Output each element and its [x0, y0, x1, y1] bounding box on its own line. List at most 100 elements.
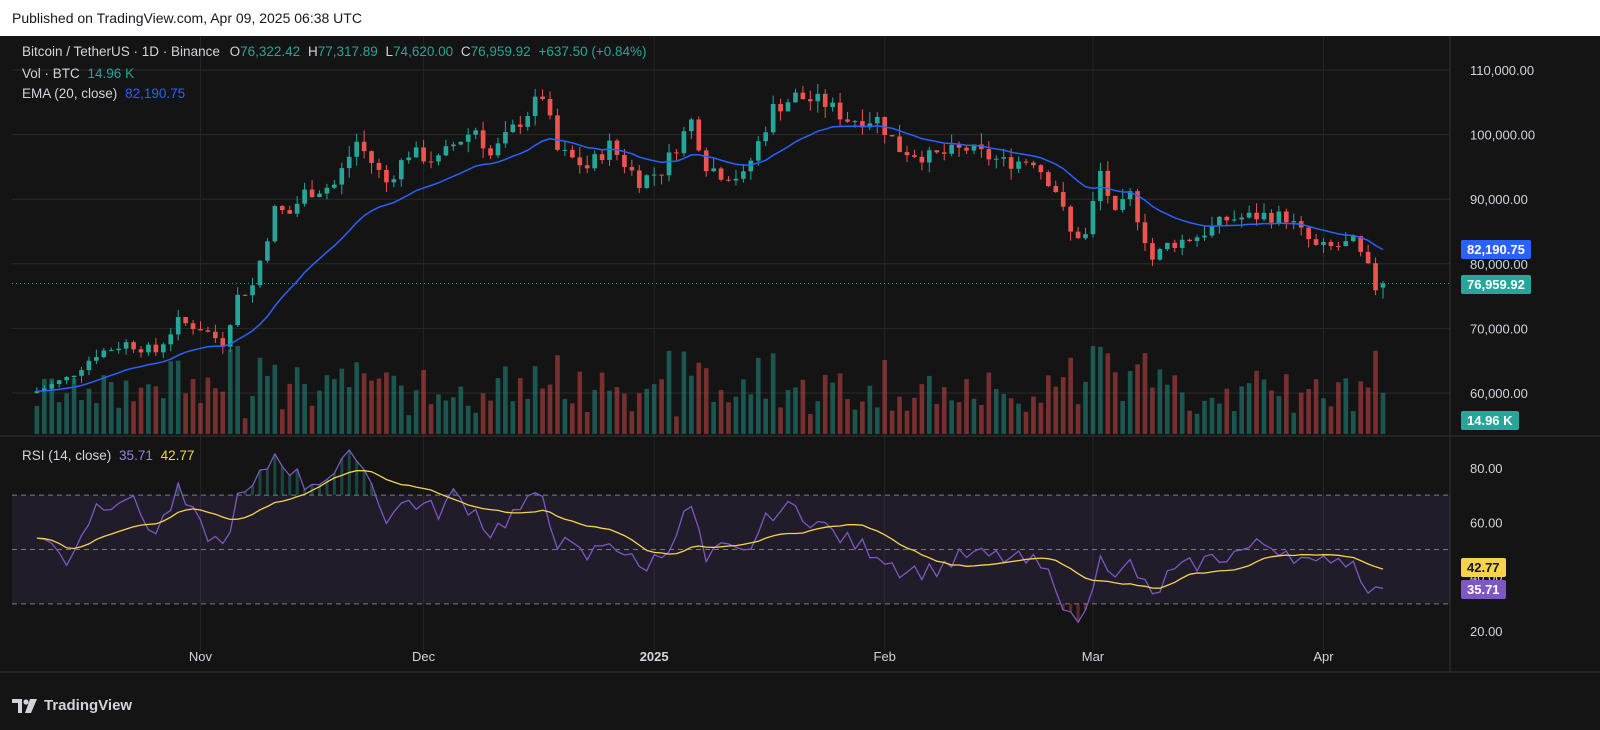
- candle-body[interactable]: [584, 165, 590, 169]
- candle-body[interactable]: [1105, 170, 1111, 196]
- candle-body[interactable]: [540, 96, 545, 100]
- candle-body[interactable]: [964, 147, 969, 151]
- candle-body[interactable]: [391, 179, 397, 183]
- candle-body[interactable]: [577, 157, 583, 166]
- candle-body[interactable]: [138, 349, 144, 353]
- candle-body[interactable]: [919, 156, 925, 163]
- candle-body[interactable]: [227, 325, 233, 347]
- candle-body[interactable]: [265, 241, 270, 261]
- candle-body[interactable]: [1194, 237, 1200, 242]
- candle-body[interactable]: [852, 121, 858, 123]
- candle-body[interactable]: [213, 331, 218, 339]
- candle-body[interactable]: [205, 330, 211, 332]
- candle-body[interactable]: [1031, 162, 1036, 166]
- candle-body[interactable]: [1246, 212, 1252, 218]
- candle-body[interactable]: [889, 134, 895, 137]
- candle-body[interactable]: [1150, 243, 1155, 260]
- candle-body[interactable]: [1336, 246, 1341, 248]
- candle-body[interactable]: [793, 92, 798, 103]
- candle-body[interactable]: [651, 174, 657, 176]
- candle-body[interactable]: [1016, 161, 1021, 169]
- candle-body[interactable]: [510, 124, 516, 133]
- candle-body[interactable]: [376, 162, 382, 170]
- candle-body[interactable]: [279, 206, 285, 211]
- candle-body[interactable]: [674, 152, 679, 154]
- candle-body[interactable]: [778, 104, 783, 112]
- tradingview-logo[interactable]: TradingView: [12, 697, 132, 714]
- candle-body[interactable]: [681, 131, 687, 154]
- candle-body[interactable]: [1001, 157, 1007, 159]
- candle-body[interactable]: [1202, 235, 1207, 238]
- candle-body[interactable]: [1343, 241, 1349, 247]
- candle-body[interactable]: [86, 360, 92, 371]
- candle-body[interactable]: [666, 152, 672, 176]
- candle-body[interactable]: [131, 342, 136, 350]
- candle-body[interactable]: [1172, 242, 1178, 248]
- candle-body[interactable]: [1365, 251, 1371, 264]
- candle-body[interactable]: [346, 156, 352, 169]
- candle-body[interactable]: [726, 179, 731, 181]
- candle-body[interactable]: [741, 171, 746, 179]
- candle-body[interactable]: [644, 175, 650, 188]
- candle-body[interactable]: [421, 147, 426, 162]
- candle-body[interactable]: [1380, 283, 1386, 288]
- candle-body[interactable]: [71, 375, 77, 378]
- candle-body[interactable]: [1053, 186, 1059, 193]
- rsi-legend[interactable]: RSI (14, close) 35.71 42.77: [22, 448, 194, 463]
- candle-body[interactable]: [986, 149, 992, 160]
- candle-body[interactable]: [785, 102, 791, 112]
- candle-body[interactable]: [332, 184, 337, 188]
- candle-body[interactable]: [1098, 170, 1103, 201]
- candle-body[interactable]: [927, 150, 932, 163]
- candle-body[interactable]: [153, 344, 159, 353]
- candle-body[interactable]: [860, 121, 865, 128]
- candle-body[interactable]: [294, 203, 300, 214]
- candle-body[interactable]: [830, 102, 835, 107]
- candle-body[interactable]: [1209, 225, 1215, 236]
- candle-body[interactable]: [1083, 234, 1088, 239]
- candle-body[interactable]: [592, 154, 597, 169]
- candle-body[interactable]: [1127, 191, 1133, 200]
- candle-body[interactable]: [235, 294, 240, 326]
- candle-body[interactable]: [436, 155, 441, 162]
- chart-frame[interactable]: [0, 36, 1600, 730]
- candle-body[interactable]: [1254, 212, 1259, 220]
- candle-body[interactable]: [480, 130, 486, 149]
- candle-body[interactable]: [384, 169, 389, 183]
- candle-body[interactable]: [1269, 212, 1274, 223]
- candle-body[interactable]: [398, 160, 404, 180]
- candle-body[interactable]: [1231, 219, 1237, 221]
- candle-body[interactable]: [34, 391, 40, 394]
- candle-body[interactable]: [696, 119, 702, 151]
- candle-body[interactable]: [198, 329, 203, 331]
- candle-body[interactable]: [287, 210, 293, 214]
- candle-body[interactable]: [622, 154, 627, 167]
- candle-body[interactable]: [108, 350, 114, 352]
- candle-body[interactable]: [1283, 211, 1289, 223]
- candle-body[interactable]: [79, 370, 84, 376]
- candle-body[interactable]: [101, 350, 107, 358]
- candle-body[interactable]: [934, 150, 940, 153]
- candle-body[interactable]: [1112, 195, 1118, 210]
- candle-body[interactable]: [570, 149, 575, 158]
- candle-body[interactable]: [1135, 191, 1140, 223]
- candle-body[interactable]: [845, 119, 850, 122]
- candle-body[interactable]: [1068, 206, 1073, 232]
- chart-canvas[interactable]: 60,000.00 70,000.00 80,000.00 90,000.00 100,…: [0, 36, 1600, 730]
- candle-body[interactable]: [770, 104, 776, 133]
- candle-body[interactable]: [614, 140, 620, 155]
- candle-body[interactable]: [532, 96, 538, 117]
- candle-body[interactable]: [1090, 200, 1096, 235]
- candle-body[interactable]: [599, 154, 605, 160]
- candle-body[interactable]: [1187, 239, 1192, 242]
- candle-body[interactable]: [465, 134, 471, 142]
- candle-body[interactable]: [1179, 239, 1185, 248]
- candle-body[interactable]: [703, 150, 709, 172]
- candle-body[interactable]: [1165, 242, 1170, 250]
- candle-body[interactable]: [904, 152, 910, 156]
- candle-body[interactable]: [495, 143, 501, 156]
- candle-body[interactable]: [257, 260, 263, 286]
- candle-body[interactable]: [473, 130, 478, 135]
- candle-body[interactable]: [547, 99, 553, 116]
- candle-body[interactable]: [309, 189, 315, 198]
